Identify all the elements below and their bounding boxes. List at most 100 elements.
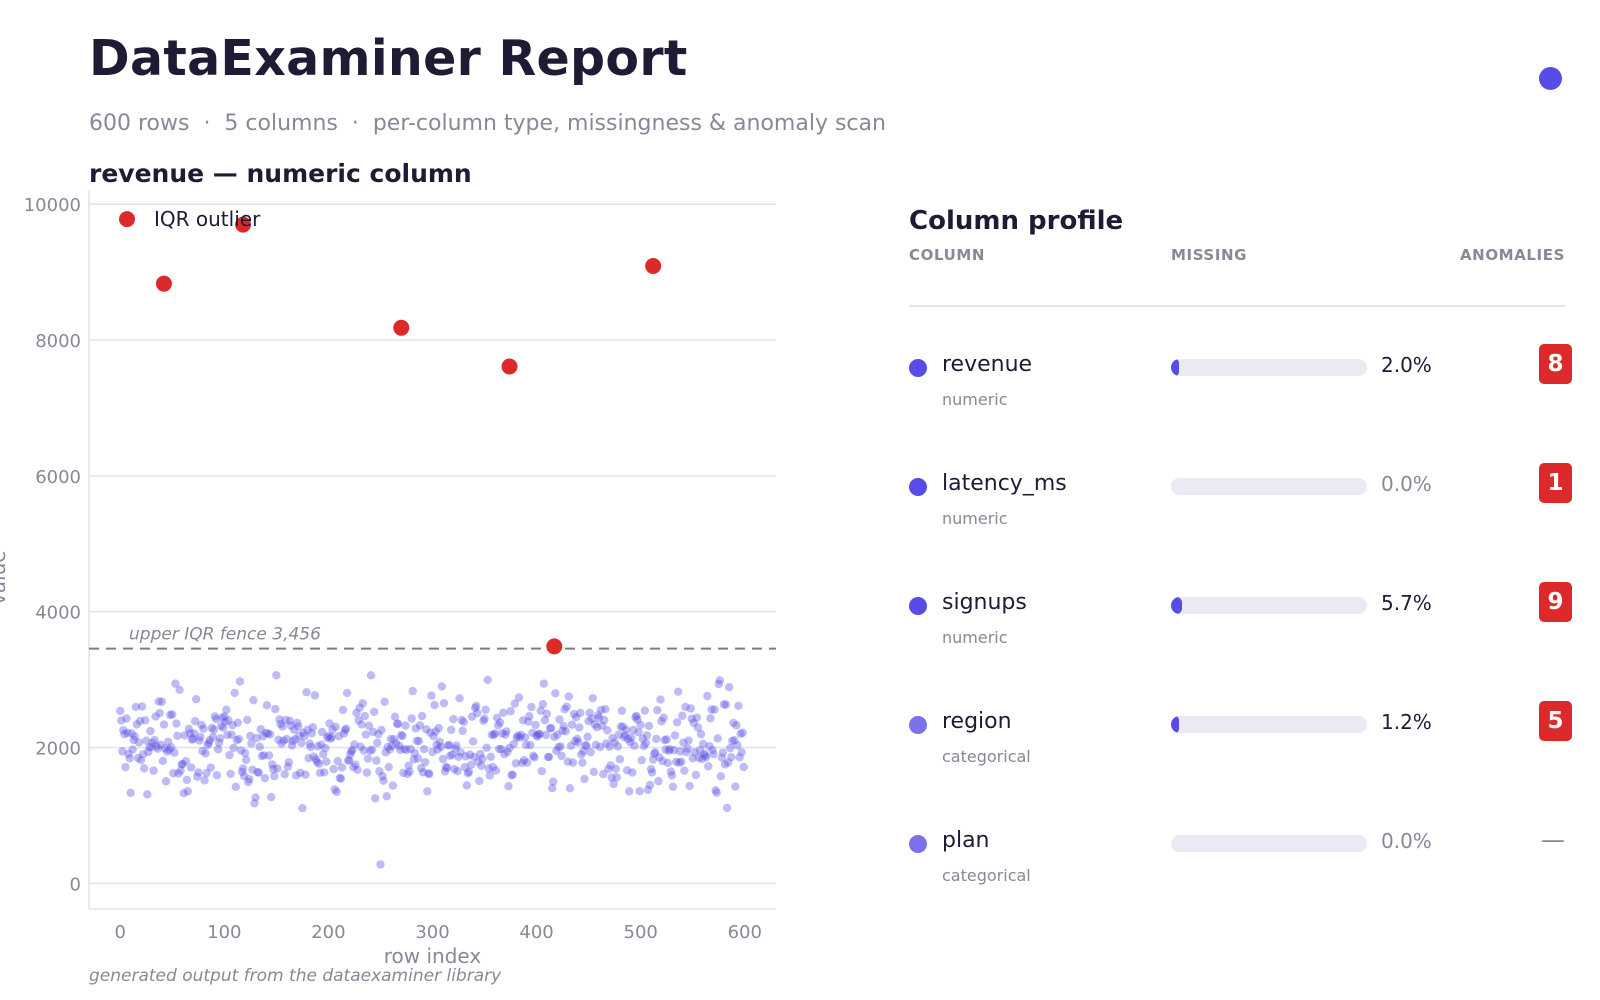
data-point bbox=[514, 693, 524, 702]
data-point bbox=[190, 717, 200, 726]
data-point bbox=[370, 707, 379, 717]
data-point bbox=[450, 764, 459, 774]
data-point bbox=[261, 728, 271, 738]
data-point bbox=[511, 759, 520, 768]
data-point bbox=[285, 716, 295, 726]
anomaly-badge[interactable]: 9 bbox=[1539, 582, 1572, 622]
data-point bbox=[626, 737, 635, 747]
legend-label: IQR outlier bbox=[154, 207, 261, 231]
data-point bbox=[311, 755, 321, 764]
data-point bbox=[210, 712, 220, 721]
data-point bbox=[155, 708, 164, 718]
data-point bbox=[221, 717, 230, 726]
data-point bbox=[671, 757, 681, 766]
data-point bbox=[392, 719, 402, 729]
data-point bbox=[380, 697, 389, 706]
data-point bbox=[728, 736, 737, 746]
data-point bbox=[257, 751, 266, 761]
data-point bbox=[714, 679, 723, 689]
profile-row-region[interactable]: region categorical 1.2% 5 bbox=[0, 701, 1600, 811]
data-point bbox=[495, 718, 505, 727]
data-point bbox=[686, 704, 695, 713]
data-point bbox=[490, 729, 500, 738]
y-tick-label: 0 bbox=[70, 874, 81, 895]
data-point bbox=[147, 742, 156, 752]
data-point bbox=[402, 745, 411, 755]
data-point bbox=[564, 692, 574, 701]
data-point bbox=[360, 711, 370, 721]
data-point bbox=[237, 767, 247, 777]
data-point bbox=[568, 758, 578, 767]
data-point bbox=[719, 700, 729, 709]
data-point bbox=[581, 741, 590, 750]
data-point bbox=[680, 766, 689, 775]
data-point bbox=[605, 742, 614, 751]
data-point bbox=[134, 738, 144, 747]
data-point bbox=[352, 708, 361, 718]
data-point bbox=[524, 717, 533, 726]
data-point bbox=[411, 724, 421, 733]
data-point bbox=[236, 746, 246, 755]
iqr-fence-label: upper IQR fence 3,456 bbox=[129, 625, 321, 645]
data-point bbox=[698, 739, 708, 749]
data-point bbox=[310, 691, 320, 700]
data-point bbox=[192, 694, 201, 704]
profile-row-revenue[interactable]: revenue numeric 2.0% 8 bbox=[0, 344, 1600, 454]
data-point bbox=[280, 770, 289, 779]
data-point bbox=[487, 730, 497, 739]
data-point bbox=[340, 725, 350, 735]
data-point bbox=[229, 743, 238, 753]
data-point bbox=[648, 755, 658, 764]
data-point bbox=[462, 781, 472, 790]
profile-row-latency-ms[interactable]: latency_ms numeric 0.0% 1 bbox=[0, 463, 1600, 573]
data-point bbox=[122, 714, 131, 723]
data-point bbox=[460, 763, 469, 772]
profile-row-signups[interactable]: signups numeric 5.7% 9 bbox=[0, 582, 1600, 692]
data-point bbox=[447, 725, 456, 735]
data-point bbox=[525, 712, 534, 721]
data-point bbox=[245, 774, 254, 784]
data-point bbox=[390, 712, 400, 721]
data-point bbox=[678, 711, 687, 720]
anomaly-badge[interactable]: 1 bbox=[1539, 463, 1572, 503]
data-point bbox=[119, 726, 128, 735]
data-point bbox=[732, 721, 741, 730]
data-point bbox=[578, 758, 587, 767]
data-point bbox=[412, 736, 422, 746]
y-axis-label: value bbox=[0, 550, 10, 605]
data-point bbox=[224, 716, 233, 725]
data-point bbox=[332, 787, 341, 797]
data-point bbox=[314, 759, 324, 768]
data-point bbox=[711, 786, 720, 795]
data-point bbox=[480, 714, 489, 723]
data-point bbox=[426, 728, 435, 737]
data-point bbox=[443, 741, 453, 750]
data-point bbox=[576, 708, 585, 718]
data-point bbox=[338, 705, 348, 715]
data-point bbox=[246, 731, 255, 741]
profile-row-plan[interactable]: plan categorical 0.0% — bbox=[0, 820, 1600, 930]
data-point bbox=[519, 756, 529, 765]
data-point bbox=[666, 767, 676, 776]
data-point bbox=[497, 744, 506, 754]
data-point bbox=[716, 772, 726, 781]
data-point bbox=[304, 754, 313, 763]
data-point bbox=[516, 730, 526, 740]
missing-percent: 0.0% bbox=[1381, 472, 1432, 496]
data-point bbox=[317, 727, 327, 737]
data-point bbox=[556, 742, 565, 751]
data-point bbox=[231, 782, 240, 792]
profile-divider bbox=[909, 305, 1565, 307]
data-point bbox=[580, 774, 589, 784]
data-point bbox=[590, 720, 600, 729]
data-point bbox=[577, 750, 586, 759]
data-point bbox=[321, 743, 330, 753]
anomaly-badge[interactable]: 5 bbox=[1539, 701, 1572, 741]
data-point bbox=[131, 702, 141, 712]
data-point bbox=[630, 741, 639, 750]
data-point bbox=[621, 725, 631, 735]
outlier-point bbox=[393, 319, 410, 336]
anomaly-badge[interactable]: 8 bbox=[1539, 344, 1572, 384]
data-point bbox=[682, 747, 691, 757]
data-point bbox=[595, 742, 605, 752]
